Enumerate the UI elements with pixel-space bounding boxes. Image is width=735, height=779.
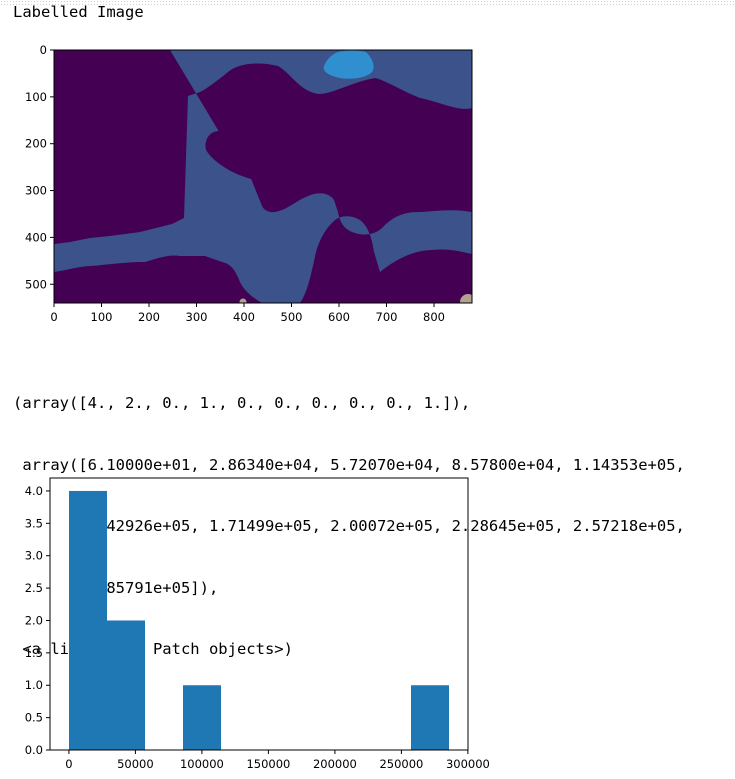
histogram-y-tick-label: 3.0 (25, 549, 43, 563)
image-y-tick-label: 400 (25, 230, 47, 244)
histogram-plot-frame (49, 477, 469, 751)
cell-output-top-border (0, 0, 735, 6)
image-x-tick-label: 600 (328, 310, 350, 324)
image-x-tick-label: 800 (423, 310, 445, 324)
image-x-tick-label: 500 (281, 310, 303, 324)
histogram-y-tick-label: 0.0 (25, 743, 43, 757)
image-x-tick-label: 700 (376, 310, 398, 324)
image-x-tick-label: 0 (50, 310, 57, 324)
label-region-main-hole (205, 130, 265, 180)
histogram-y-tick-label: 4.0 (25, 484, 43, 498)
histogram-x-tick-label: 300000 (446, 757, 490, 771)
image-y-tick-label: 200 (25, 137, 47, 151)
label-region-main (54, 50, 472, 303)
histogram-return-repr: (array([4., 2., 0., 1., 0., 0., 0., 0., … (13, 352, 685, 680)
image-y-tick-label: 0 (40, 43, 47, 57)
label-region-bottom-right (380, 288, 472, 303)
histogram-y-tick-label: 1.5 (25, 646, 43, 660)
histogram-y-tick-label: 2.0 (25, 613, 43, 627)
repr-line: array([6.10000e+01, 2.86340e+04, 5.72070… (13, 455, 685, 474)
image-plot-frame (53, 49, 473, 304)
image-y-tick-label: 300 (25, 184, 47, 198)
image-x-tick-label: 100 (91, 310, 113, 324)
repr-line: 1.42926e+05, 1.71499e+05, 2.00072e+05, 2… (13, 517, 685, 535)
label-region-small-bottom-left (239, 298, 247, 303)
histogram-bar (68, 490, 107, 750)
histogram-x-tick-label: 100000 (180, 757, 224, 771)
label-region-small-top (323, 50, 374, 79)
image-x-tick-label: 300 (186, 310, 208, 324)
label-region-small-bottom-right (460, 294, 472, 303)
histogram-bar (106, 620, 145, 750)
histogram-x-tick-label: 200000 (313, 757, 357, 771)
histogram-y-tick-label: 2.5 (25, 581, 43, 595)
histogram-x-tick-label: 150000 (246, 757, 290, 771)
print-output-text: Labelled Image (13, 3, 144, 21)
histogram-x-tick-label: 250000 (379, 757, 423, 771)
histogram-y-tick-label: 1.0 (25, 678, 43, 692)
histogram-bars (68, 490, 450, 750)
histogram-bar (411, 685, 450, 750)
repr-line: (array([4., 2., 0., 1., 0., 0., 0., 0., … (13, 394, 471, 412)
histogram-x-tick-label: 0 (65, 757, 72, 771)
image-y-tick-label: 500 (25, 277, 47, 291)
histogram-y-tick-label: 0.5 (25, 711, 43, 725)
histogram-bar (182, 685, 221, 750)
image-y-ticks: 0 100 200 300 400 500 (25, 43, 54, 291)
image-x-tick-label: 400 (233, 310, 255, 324)
image-x-tick-label: 200 (138, 310, 160, 324)
histogram-x-tick-label: 50000 (117, 757, 154, 771)
histogram-x-ticks: 0 50000 100000 150000 200000 250000 300000 (65, 750, 490, 771)
histogram-y-ticks: 0.0 0.5 1.0 1.5 2.0 2.5 3.0 3.5 4.0 (25, 484, 50, 757)
image-y-tick-label: 100 (25, 90, 47, 104)
image-x-ticks: 0 100 200 300 400 500 600 700 800 (50, 303, 445, 324)
histogram-y-tick-label: 3.5 (25, 516, 43, 530)
repr-line: 2.85791e+05]), (13, 578, 219, 597)
